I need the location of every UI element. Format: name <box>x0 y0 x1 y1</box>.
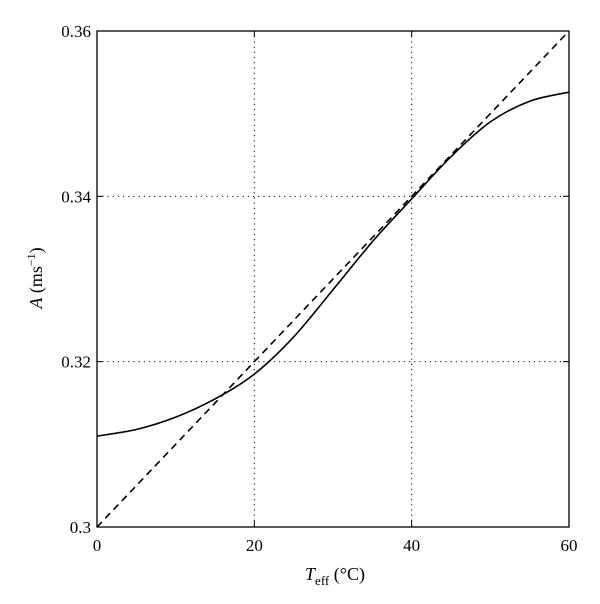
x-tick-label: 20 <box>246 536 263 555</box>
solid-series-line <box>96 91 570 437</box>
x-axis-label-subscript: eff <box>315 573 330 588</box>
x-tick-labels: 0 20 40 60 <box>93 536 578 555</box>
axis-ticks <box>96 30 570 528</box>
x-tick-label: 40 <box>403 536 420 555</box>
y-tick-label: 0.32 <box>61 353 91 372</box>
y-axis-label-close: ) <box>26 247 47 253</box>
x-axis-label: Teff (°C) <box>305 564 365 588</box>
x-tick-label: 0 <box>93 536 102 555</box>
y-tick-labels: 0.3 0.32 0.34 0.36 <box>61 22 91 537</box>
y-axis-label: A (ms−1) <box>24 247 47 309</box>
x-tick-label: 60 <box>561 536 578 555</box>
y-axis-label-unit: (ms <box>26 266 47 293</box>
x-axis-label-unit: (°C) <box>334 564 365 585</box>
grid-lines <box>97 31 569 527</box>
y-axis-label-symbol: A <box>26 297 46 310</box>
series-layer <box>96 30 570 528</box>
y-tick-label: 0.3 <box>70 518 91 537</box>
y-tick-label: 0.36 <box>61 22 91 41</box>
dashed-series-line <box>96 30 570 528</box>
y-tick-label: 0.34 <box>61 187 91 206</box>
plot-frame <box>96 30 570 528</box>
x-axis-label-symbol: T <box>305 564 317 584</box>
y-axis-label-exponent: −1 <box>24 253 38 266</box>
